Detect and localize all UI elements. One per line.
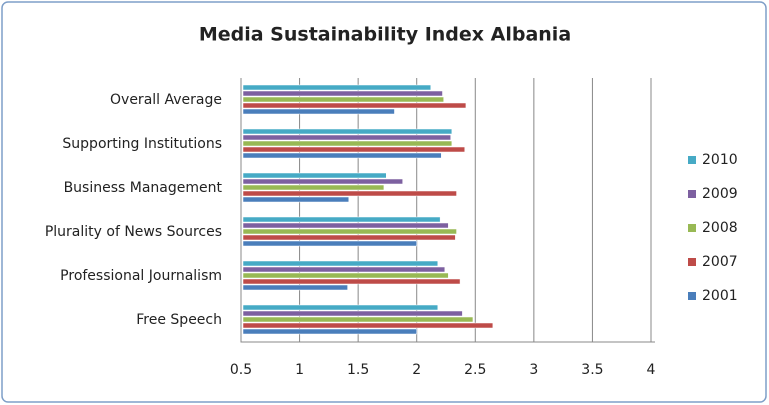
bar: [242, 190, 457, 197]
axis-frame: [240, 78, 655, 343]
bar: [242, 84, 432, 91]
legend-swatch: [688, 258, 696, 266]
y-tick-label: Business Management: [64, 180, 223, 196]
chart-title: Media Sustainability Index Albania: [199, 24, 571, 46]
y-tick-label: Overall Average: [110, 92, 222, 108]
legend-swatch: [688, 292, 696, 300]
bar: [242, 266, 446, 273]
legend-label: 2009: [702, 186, 738, 202]
bar: [242, 222, 449, 229]
bar: [242, 310, 463, 317]
bar: [242, 102, 467, 109]
bar: [242, 278, 461, 285]
y-tick-label: Free Speech: [136, 312, 222, 328]
y-tick-label: Plurality of News Sources: [45, 224, 222, 240]
bar: [242, 322, 494, 329]
bar: [242, 184, 385, 191]
bar: [242, 140, 453, 147]
bar: [242, 90, 443, 97]
bar: [242, 128, 453, 135]
bar: [242, 272, 449, 279]
bar: [242, 152, 442, 159]
bar: [242, 316, 474, 323]
bar: [242, 284, 348, 291]
bar: [242, 134, 451, 141]
legend-swatch: [688, 156, 696, 164]
x-tick-label: 3: [529, 362, 538, 378]
bar: [242, 216, 441, 223]
bar: [242, 178, 403, 185]
legend-label: 2008: [702, 220, 738, 236]
legend-swatch: [688, 224, 696, 232]
y-tick-label: Professional Journalism: [60, 268, 222, 284]
bar: [242, 240, 417, 247]
x-tick-label: 1.5: [347, 362, 369, 378]
bar: [242, 196, 350, 203]
bar: [242, 228, 457, 235]
bar: [242, 328, 417, 335]
legend-label: 2010: [702, 152, 738, 168]
legend-label: 2007: [702, 254, 738, 270]
x-tick-label: 4: [647, 362, 656, 378]
bar: [242, 108, 395, 115]
y-tick-label: Supporting Institutions: [62, 136, 222, 152]
bar: [242, 96, 444, 103]
bar: [242, 172, 387, 179]
bar: [242, 234, 456, 241]
x-tick-label: 2: [412, 362, 421, 378]
bar: [242, 146, 465, 153]
legend-label: 2001: [702, 288, 738, 304]
x-tick-label: 2.5: [464, 362, 486, 378]
x-tick-label: 0.5: [230, 362, 252, 378]
bar: [242, 304, 439, 311]
bar: [242, 260, 439, 267]
x-tick-label: 1: [295, 362, 304, 378]
legend-swatch: [688, 190, 696, 198]
x-tick-label: 3.5: [581, 362, 603, 378]
